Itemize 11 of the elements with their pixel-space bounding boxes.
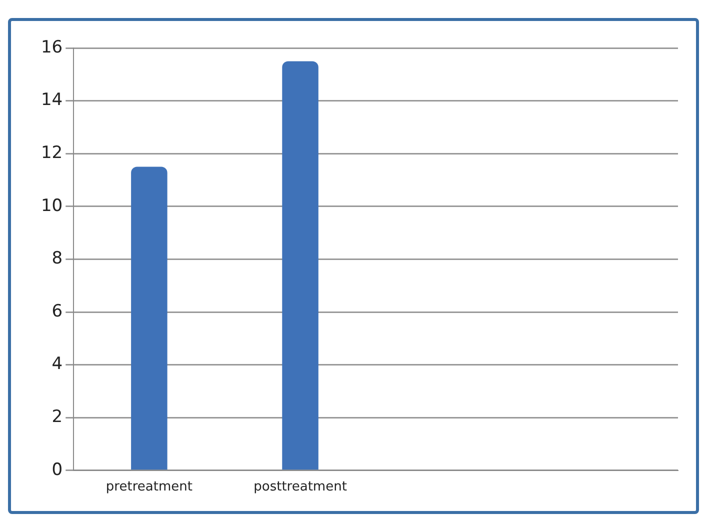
x-tick-label: pretreatment [106, 480, 192, 495]
x-tick-label: posttreatment [254, 480, 347, 495]
y-tick-label: 8 [52, 248, 63, 269]
y-tick-label: 2 [52, 407, 63, 428]
y-tick-label: 6 [52, 301, 63, 322]
y-tick-label: 14 [40, 90, 63, 110]
y-tick-label: 10 [40, 196, 63, 216]
y-tick-label: 4 [52, 354, 63, 374]
y-tick-label: 0 [52, 460, 63, 480]
y-tick-label: 16 [40, 37, 63, 58]
y-tick-label: 12 [40, 143, 63, 164]
